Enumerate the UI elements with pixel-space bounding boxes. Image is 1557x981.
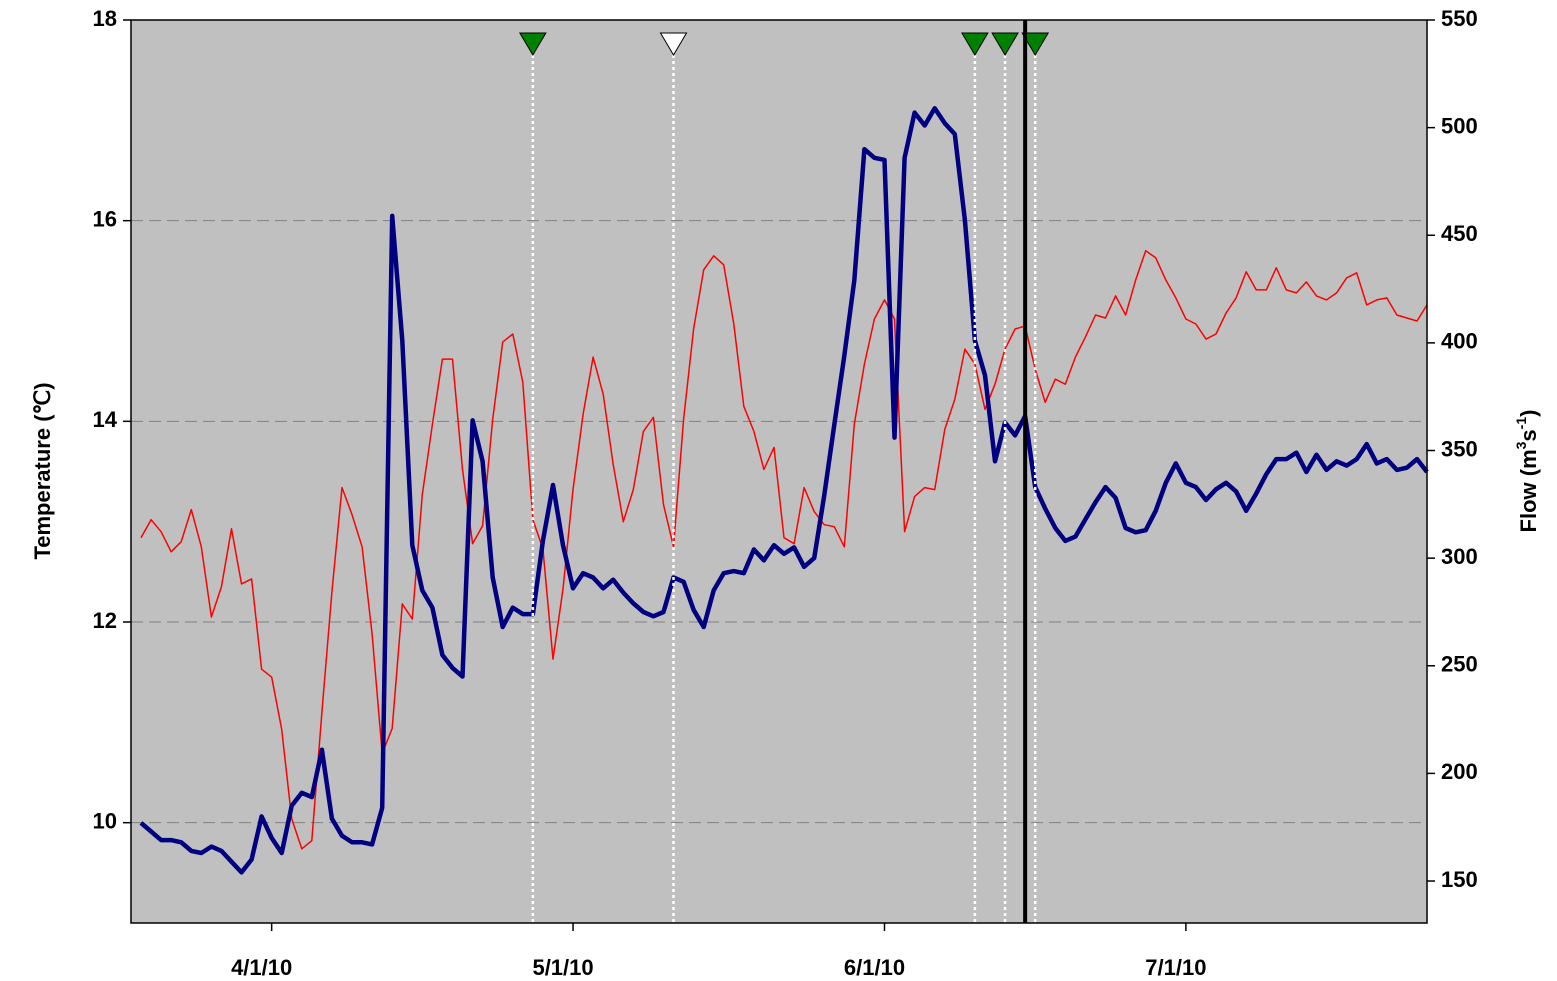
y2-tick-label: 350 (1441, 436, 1478, 461)
series-line (140, 250, 1428, 850)
event-marker (991, 32, 1019, 56)
plot-border (130, 19, 1428, 924)
x-tick-label: 6/1/10 (844, 955, 905, 980)
y2-axis-title: Flow (m3s-1) (1513, 410, 1541, 533)
y2-tick-label: 500 (1441, 113, 1478, 138)
x-tick-label: 5/1/10 (532, 955, 593, 980)
y2-axis-title-part: s (1516, 429, 1541, 441)
y-tick-label: 12 (93, 608, 117, 633)
plot-area (131, 20, 1427, 923)
y2-axis-title-part: Flow (m (1516, 449, 1541, 532)
y2-axis-title-part: -1 (1513, 417, 1529, 430)
y-tick-label: 16 (93, 206, 117, 231)
y2-tick-label: 250 (1441, 652, 1478, 677)
y2-tick-label: 400 (1441, 329, 1478, 354)
y2-tick-label: 150 (1441, 867, 1478, 892)
y-tick-label: 10 (93, 808, 117, 833)
event-marker (518, 32, 547, 56)
y2-tick-label: 200 (1441, 759, 1478, 784)
y2-axis-title-part: ) (1516, 410, 1541, 417)
y-tick-label: 18 (93, 6, 117, 31)
x-tick-label: 4/1/10 (231, 955, 292, 980)
event-marker (961, 32, 989, 56)
y2-tick-label: 450 (1441, 221, 1478, 246)
y-axis-title: Temperature (℃) (30, 382, 55, 559)
y2-axis-title-part: 3 (1513, 441, 1529, 449)
y2-tick-label: 550 (1441, 6, 1478, 31)
series-line (139, 106, 1429, 875)
y2-tick-label: 300 (1441, 544, 1478, 569)
event-marker (659, 32, 688, 56)
x-tick-label: 7/1/10 (1145, 955, 1206, 980)
event-marker (1021, 32, 1050, 56)
y-tick-label: 14 (93, 407, 118, 432)
